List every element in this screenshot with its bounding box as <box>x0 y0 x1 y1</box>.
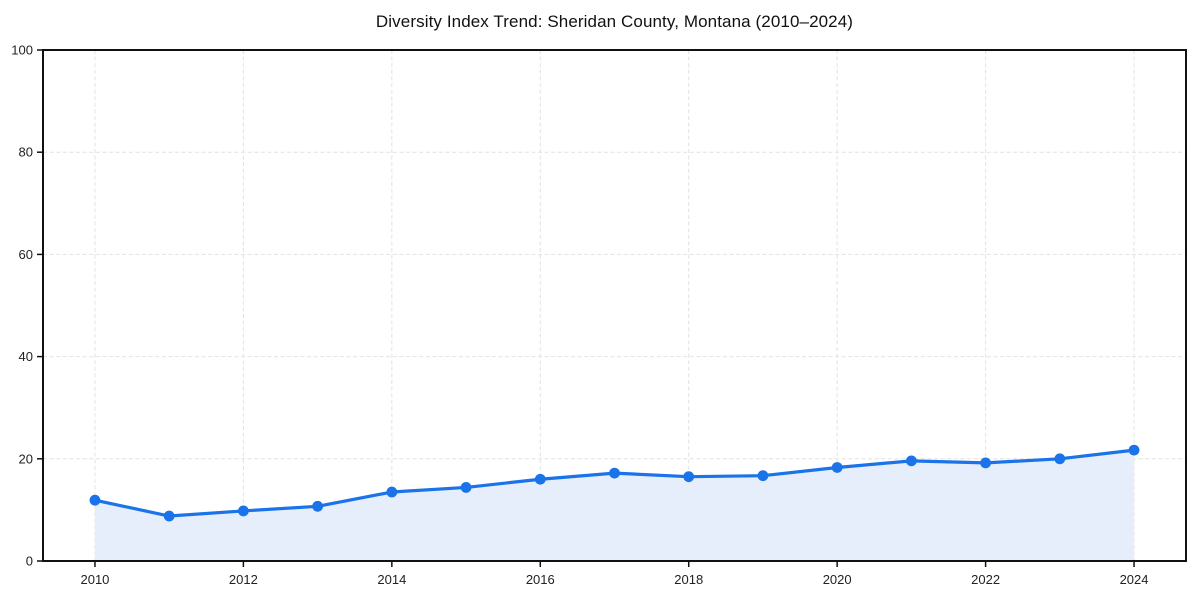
data-point-marker <box>1128 444 1140 456</box>
y-tick-label: 80 <box>19 145 33 160</box>
y-tick-label: 100 <box>11 43 33 58</box>
chart-title: Diversity Index Trend: Sheridan County, … <box>375 12 854 31</box>
x-tick-label: 2012 <box>229 572 258 587</box>
x-tick-label: 2016 <box>526 572 555 587</box>
y-tick-label: 0 <box>26 554 33 569</box>
x-tick-label: 2022 <box>971 572 1000 587</box>
y-tick-label: 40 <box>19 349 33 364</box>
data-point-marker <box>237 505 249 517</box>
x-tick-label: 2018 <box>674 572 703 587</box>
data-point-marker <box>980 457 992 469</box>
data-point-marker <box>460 482 472 493</box>
y-tick-label: 20 <box>19 451 33 466</box>
data-point-marker <box>89 494 101 506</box>
data-point-marker <box>163 510 175 522</box>
data-point-marker <box>905 455 917 467</box>
data-point-marker <box>1054 453 1066 465</box>
data-point-marker <box>831 462 843 473</box>
data-point-marker <box>683 471 695 483</box>
plot-border <box>42 49 1187 562</box>
x-tick-label: 2014 <box>377 572 406 587</box>
x-tick-label: 2020 <box>823 572 852 587</box>
area-fill <box>94 450 1135 561</box>
data-point-marker <box>534 473 546 485</box>
x-tick-label: 2010 <box>80 572 109 587</box>
data-point-marker <box>312 500 324 512</box>
x-tick-label: 2024 <box>1120 572 1149 587</box>
data-point-marker <box>757 470 769 482</box>
data-point-marker <box>609 467 620 479</box>
y-tick-label: 60 <box>19 247 33 262</box>
data-point-marker <box>386 486 398 498</box>
